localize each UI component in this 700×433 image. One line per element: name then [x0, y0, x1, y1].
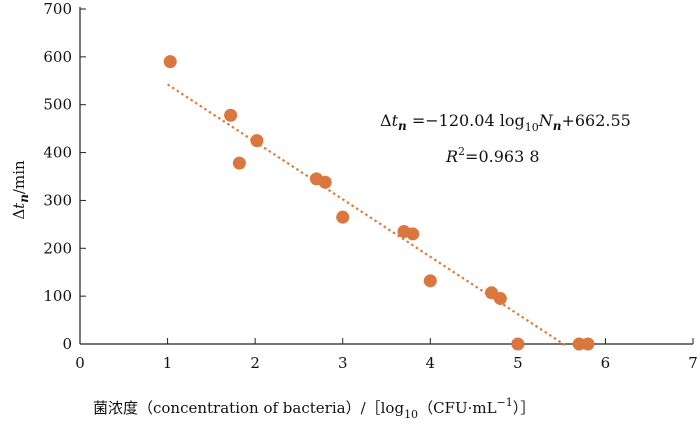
y-tick-label: 200 [43, 239, 72, 257]
x-tick-label: 5 [513, 354, 523, 372]
y-tick-label: 500 [43, 96, 72, 114]
x-tick-label: 3 [338, 354, 348, 372]
data-point [318, 175, 332, 189]
x-ticks: 0 1 2 3 4 5 6 7 [75, 338, 698, 372]
x-tick-label: 7 [688, 354, 698, 372]
regression-equation: Δtn =−120.04 log10Nn+662.55 [380, 111, 631, 134]
data-points [163, 55, 595, 351]
data-point [224, 108, 238, 122]
data-point [423, 274, 437, 288]
y-tick-label: 100 [43, 287, 72, 305]
y-ticks: 0 100 200 300 400 500 600 700 [43, 0, 86, 353]
data-point [232, 156, 246, 170]
data-point [406, 227, 420, 241]
y-tick-label: 400 [43, 144, 72, 162]
y-tick-label: 0 [62, 335, 72, 353]
y-tick-label: 300 [43, 191, 72, 209]
data-point [163, 55, 177, 69]
x-tick-label: 0 [75, 354, 85, 372]
x-axis-label: 菌浓度（concentration of bacteria）/［log10（CF… [93, 396, 535, 421]
y-axis-label: Δtn/min [10, 160, 31, 220]
x-tick-label: 1 [163, 354, 173, 372]
data-point [581, 337, 595, 351]
data-point [250, 134, 264, 148]
x-tick-label: 4 [426, 354, 436, 372]
y-tick-label: 600 [43, 48, 72, 66]
y-tick-label: 700 [43, 0, 72, 18]
r-squared-label: R2=0.963 8 [445, 145, 540, 166]
data-point [336, 210, 350, 224]
x-tick-label: 2 [250, 354, 260, 372]
x-tick-label: 6 [601, 354, 611, 372]
data-point [493, 292, 507, 306]
data-point [511, 337, 525, 351]
